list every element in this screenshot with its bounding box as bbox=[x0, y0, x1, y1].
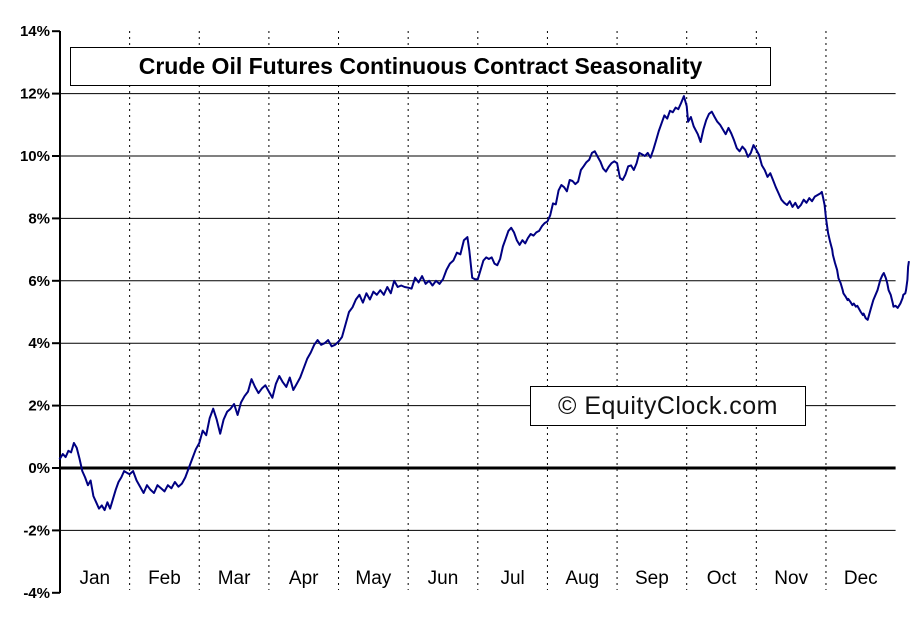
y-tick-label: 6% bbox=[28, 273, 50, 290]
y-tick-label: -4% bbox=[23, 585, 50, 602]
chart-title: Crude Oil Futures Continuous Contract Se… bbox=[138, 53, 703, 79]
month-label: Feb bbox=[148, 568, 181, 589]
y-tick-label: 14% bbox=[20, 23, 50, 40]
month-label: Jan bbox=[79, 568, 110, 589]
month-label: Mar bbox=[218, 568, 251, 589]
y-tick-label: 2% bbox=[28, 398, 50, 415]
watermark-text: © EquityClock.com bbox=[557, 391, 779, 420]
month-label: Nov bbox=[774, 568, 808, 589]
y-tick-label: 8% bbox=[28, 210, 50, 227]
month-label: Jun bbox=[428, 568, 459, 589]
month-label: May bbox=[355, 568, 391, 589]
y-tick-label: 0% bbox=[28, 460, 50, 477]
y-tick-label: -2% bbox=[23, 522, 50, 539]
month-label: Sep bbox=[635, 568, 669, 589]
month-label: Dec bbox=[844, 568, 878, 589]
watermark-box: © EquityClock.com bbox=[530, 386, 806, 426]
month-label: Apr bbox=[289, 568, 319, 589]
month-label: Oct bbox=[707, 568, 737, 589]
month-label: Jul bbox=[500, 568, 524, 589]
month-label: Aug bbox=[565, 568, 599, 589]
seasonality-line bbox=[58, 95, 910, 512]
y-tick-label: 4% bbox=[28, 335, 50, 352]
y-tick-label: 10% bbox=[20, 148, 50, 165]
y-tick-label: 12% bbox=[20, 86, 50, 103]
chart-title-box: Crude Oil Futures Continuous Contract Se… bbox=[70, 47, 771, 86]
